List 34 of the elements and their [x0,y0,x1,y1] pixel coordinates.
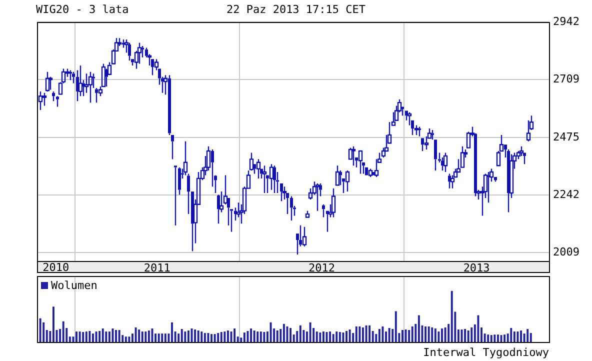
candlestick [526,120,531,142]
candlestick [262,165,267,194]
candlestick [331,188,336,218]
candlestick [407,112,412,126]
candlestick [42,92,47,106]
candlestick [137,42,142,64]
chart-subtitle: 22 Paz 2013 17:15 CET [226,3,366,16]
candlestick [358,150,363,174]
x-tick-label: 2011 [144,261,170,274]
y-tick-label: 2242 [553,188,580,201]
y-tick-label: 2009 [553,245,580,258]
candlestick [282,186,287,200]
candlestick [302,226,307,248]
y-tick-label: 2942 [553,14,580,28]
candlestick [345,170,350,192]
candlestick [88,71,93,104]
x-tick-label: 2012 [308,261,336,274]
candlestick [256,158,261,180]
text: 2010 [42,261,70,274]
y-tick-label: 2475 [553,130,580,144]
candlestick [351,146,356,166]
candlestick [387,122,392,144]
x-tick-label: 2013 [463,261,490,274]
candlestick [38,90,43,111]
legend-label: Wolumen [51,279,98,292]
candlestick [78,64,83,97]
candlestick [450,174,455,189]
candlestick [443,152,448,173]
chart-title: WIG20 - 3 lata [36,3,129,16]
candlestick [183,140,188,176]
candlestick [374,158,379,178]
y-tick-label: 2709 [553,72,580,86]
candlestick [269,164,274,190]
text: Interwal Tygodniowy [423,346,549,359]
